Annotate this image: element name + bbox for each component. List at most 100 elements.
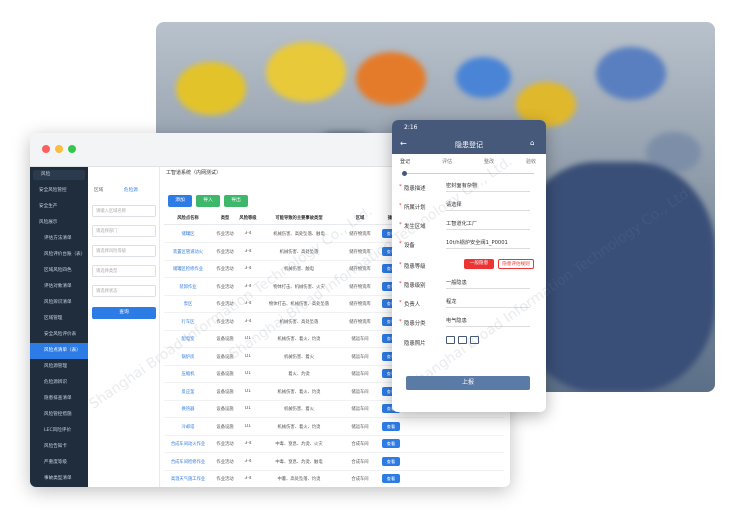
sidebar-item[interactable]: 风险管控措施 xyxy=(44,412,72,417)
helmet xyxy=(176,62,246,115)
sidebar-item[interactable]: LEC风险评价 xyxy=(44,428,72,433)
search-box[interactable]: 风险 xyxy=(33,170,85,180)
sidebar-item[interactable]: 风险点清单（表） xyxy=(30,343,88,359)
table-cell: 储运车间 xyxy=(351,337,369,342)
table-cell[interactable]: 冷却塔 xyxy=(181,424,195,430)
table-cell: 3-4 xyxy=(244,476,252,481)
submit-button[interactable]: 上报 xyxy=(406,376,530,390)
table-cell[interactable]: 装卸作业 xyxy=(179,284,197,290)
row-action[interactable]: 查看 xyxy=(382,299,400,308)
sidebar-item[interactable]: 事故类型清单 xyxy=(44,476,72,481)
table-cell[interactable]: 高温天气施工作业 xyxy=(170,477,206,482)
grade-button[interactable]: 一般隐患 xyxy=(464,259,494,269)
table-cell: 设备设施 xyxy=(216,337,234,342)
toolbar-button[interactable]: 导入 xyxy=(196,195,220,207)
field-value[interactable]: 程龙 xyxy=(446,298,530,308)
table-cell[interactable]: 合成车间检修作业 xyxy=(170,459,206,465)
row-divider xyxy=(164,452,504,453)
row-action[interactable]: 查看 xyxy=(382,334,400,343)
sidebar-item[interactable]: 安全风险管控 xyxy=(39,188,67,193)
field-value[interactable]: 请选择 xyxy=(446,201,530,211)
filter-input[interactable]: 请选择部门 xyxy=(92,225,156,237)
max-dot[interactable] xyxy=(68,145,76,153)
grade-button[interactable]: 隐患评估规则 xyxy=(498,259,534,269)
row-action[interactable]: 查看 xyxy=(382,281,400,291)
photo-icon[interactable] xyxy=(470,336,479,344)
sidebar-item[interactable]: 评估对象清单 xyxy=(44,284,72,289)
helmet xyxy=(516,82,576,127)
close-dot[interactable] xyxy=(42,145,50,153)
row-action[interactable]: 查看 xyxy=(382,386,400,396)
field-value[interactable]: 密封面有杂物 xyxy=(446,182,530,192)
table-cell[interactable]: 压缩机 xyxy=(181,372,195,377)
step-label: 整改 xyxy=(484,159,495,165)
table-cell[interactable]: 泵区 xyxy=(183,302,193,307)
filter-tab[interactable]: 区域 xyxy=(94,188,104,193)
table-cell[interactable]: 锅炉房 xyxy=(181,354,195,360)
home-icon[interactable]: ⌂ xyxy=(530,139,535,147)
query-button[interactable]: 查询 xyxy=(92,307,156,319)
field-value[interactable]: 10t/h锅炉安全阀1_P0001 xyxy=(446,239,530,249)
table-cell: 着火、灼烫 xyxy=(288,372,310,377)
sidebar-item[interactable]: 隐患排查清单 xyxy=(44,396,72,401)
field-value[interactable]: 一般隐患 xyxy=(446,279,530,289)
table-cell: 中毒、窒息、灼烫、火灾 xyxy=(275,442,323,447)
sidebar-item[interactable]: 区域风险四色 xyxy=(44,268,72,273)
photo-icon[interactable] xyxy=(458,336,467,344)
row-action[interactable]: 查看 xyxy=(382,264,400,273)
row-action[interactable]: 查看 xyxy=(382,246,400,256)
step-label: 评估 xyxy=(442,159,453,165)
row-action[interactable]: 查看 xyxy=(382,421,400,431)
filter-input[interactable]: 请输入区域名称 xyxy=(92,205,156,217)
photo-icon[interactable] xyxy=(446,336,455,344)
sidebar-item[interactable]: 风险源管理 xyxy=(44,364,67,369)
toolbar-button[interactable]: 导出 xyxy=(224,195,248,207)
row-action[interactable]: 查看 xyxy=(382,316,400,326)
toolbar-button[interactable]: 添加 xyxy=(168,195,192,207)
filter-input[interactable]: 请选择类型 xyxy=(92,265,156,277)
sidebar-item[interactable]: 安全风险评价表 xyxy=(44,332,77,337)
table-cell[interactable]: 储罐区 xyxy=(181,232,195,237)
table-cell[interactable]: 反应釜 xyxy=(181,389,195,395)
row-action[interactable]: 查看 xyxy=(382,369,400,378)
sidebar-item[interactable]: 区域管理 xyxy=(44,316,63,321)
sidebar-item[interactable]: 风险辨识清单 xyxy=(44,300,72,305)
sidebar-item[interactable]: 安全生产 xyxy=(39,204,58,209)
row-action[interactable]: 查看 xyxy=(382,439,400,448)
back-arrow[interactable]: ← xyxy=(400,139,407,148)
table-header: 风险点名称 xyxy=(177,216,199,221)
table-cell: 合成车间 xyxy=(351,459,369,465)
filter-tab[interactable]: 危险源 xyxy=(124,188,138,193)
sidebar-item[interactable]: 危险源辨识 xyxy=(44,380,67,385)
field-value[interactable]: 工智道化工厂 xyxy=(446,220,530,230)
field-label: 隐患照片 xyxy=(404,341,426,347)
filter-input[interactable]: 请选择状态 xyxy=(92,285,156,297)
table-cell[interactable]: 储罐区检修作业 xyxy=(172,267,204,272)
table-cell[interactable]: 装置区管道动火 xyxy=(172,249,204,255)
sidebar-item[interactable]: 风险告知卡 xyxy=(44,444,67,449)
row-action[interactable]: 查看 xyxy=(382,456,400,466)
min-dot[interactable] xyxy=(55,145,63,153)
table-cell[interactable]: 合成车间动火作业 xyxy=(170,442,206,447)
sidebar-item[interactable]: 风险评价台账（表） xyxy=(44,252,86,257)
table-cell[interactable]: 配电室 xyxy=(181,337,195,342)
row-action[interactable]: 查看 xyxy=(382,404,400,413)
row-divider xyxy=(164,417,504,418)
table-cell[interactable]: 行车区 xyxy=(181,319,195,325)
table-cell[interactable]: 换热器 xyxy=(181,407,195,412)
sidebar-item[interactable]: 严重度等级 xyxy=(44,460,67,465)
table-cell: D1 xyxy=(244,388,252,394)
row-divider xyxy=(164,364,504,366)
row-action[interactable]: 查看 xyxy=(382,474,400,483)
table-cell: 物体打击、机械伤害、火灾 xyxy=(273,284,325,290)
row-divider xyxy=(164,399,504,401)
sidebar-item[interactable]: 评估方法清单 xyxy=(44,236,72,241)
step-label: 登记 xyxy=(400,159,411,165)
row-action[interactable]: 查看 xyxy=(382,229,400,238)
row-action[interactable]: 查看 xyxy=(382,351,400,361)
sidebar-item[interactable]: 风险展示 xyxy=(39,220,58,225)
filter-input[interactable]: 请选择风险等级 xyxy=(92,245,156,257)
field-value[interactable]: 电气隐患 xyxy=(446,317,530,327)
table-header: 类型 xyxy=(220,216,230,221)
table-cell: 作业活动 xyxy=(216,284,234,290)
